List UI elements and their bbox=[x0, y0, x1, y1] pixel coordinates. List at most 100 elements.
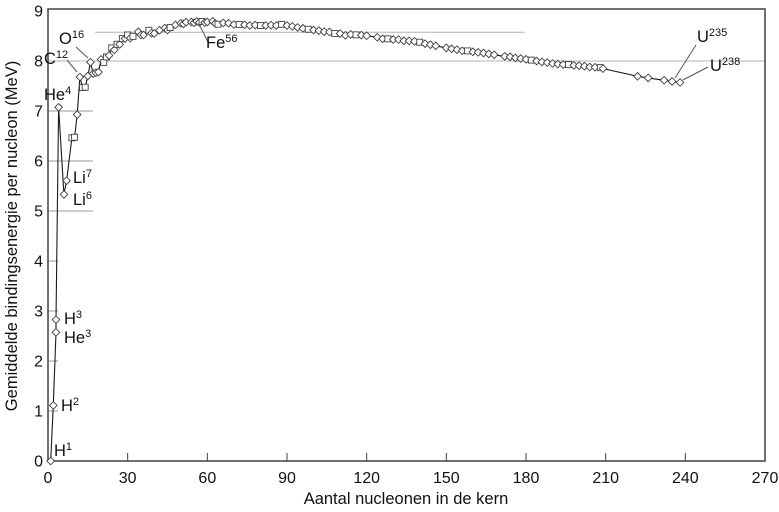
marker-layer bbox=[46, 16, 685, 466]
leader-line bbox=[75, 46, 89, 59]
data-point-diamond bbox=[59, 189, 69, 199]
data-point-square bbox=[166, 24, 174, 31]
data-point-diamond bbox=[510, 53, 520, 63]
y-tick-label: 7 bbox=[34, 104, 43, 121]
y-tick-label: 4 bbox=[34, 254, 43, 271]
data-point-diamond bbox=[51, 327, 61, 337]
data-point-diamond bbox=[516, 54, 526, 63]
data-point-diamond bbox=[372, 32, 382, 42]
data-point-diamond bbox=[104, 51, 114, 60]
y-tick-label: 6 bbox=[34, 154, 43, 171]
x-tick-label: 210 bbox=[592, 470, 619, 487]
data-point-diamond bbox=[431, 41, 441, 51]
data-point-diamond bbox=[54, 102, 64, 112]
x-tick-label: 120 bbox=[353, 470, 380, 487]
data-point-diamond bbox=[314, 26, 324, 36]
x-tick-label: 30 bbox=[119, 470, 137, 487]
isotope-label: O16 bbox=[59, 29, 84, 48]
plot-border bbox=[47, 8, 766, 462]
data-point-diamond bbox=[553, 59, 563, 69]
data-point-diamond bbox=[149, 29, 159, 38]
leader-line bbox=[198, 23, 209, 43]
data-point-diamond bbox=[643, 73, 653, 83]
data-point-diamond bbox=[48, 400, 58, 410]
x-tick-label: 150 bbox=[433, 470, 460, 487]
isotope-label: He4 bbox=[44, 85, 71, 104]
y-axis-title: Gemiddelde bindingsenergie per nucleon (… bbox=[3, 61, 21, 411]
x-tick-label: 0 bbox=[44, 470, 53, 487]
isotope-label: Li7 bbox=[73, 168, 92, 187]
y-tick-label: 9 bbox=[34, 4, 43, 21]
data-point-diamond bbox=[667, 77, 677, 86]
y-tick-label: 5 bbox=[34, 204, 43, 221]
x-tick-label: 180 bbox=[513, 470, 540, 487]
x-tick-label: 270 bbox=[752, 470, 779, 487]
isotope-label: U238 bbox=[710, 56, 740, 75]
data-point-diamond bbox=[473, 47, 483, 57]
data-point-diamond bbox=[404, 36, 414, 46]
data-point-diamond bbox=[537, 57, 547, 67]
isotope-label: H1 bbox=[54, 441, 72, 460]
data-point-diamond bbox=[115, 39, 125, 49]
data-point-diamond bbox=[224, 18, 234, 28]
x-tick-label: 60 bbox=[198, 470, 216, 487]
isotope-label: C12 bbox=[44, 49, 68, 68]
data-point-diamond bbox=[468, 47, 478, 57]
data-point-diamond bbox=[675, 78, 685, 87]
grid-layer bbox=[48, 31, 765, 412]
isotope-label: He3 bbox=[64, 328, 91, 347]
data-point-diamond bbox=[75, 72, 85, 82]
y-tick-label: 1 bbox=[34, 404, 43, 421]
isotope-label: U235 bbox=[697, 27, 727, 46]
data-point-diamond bbox=[240, 20, 249, 30]
data-point-diamond bbox=[479, 48, 488, 58]
data-point-diamond bbox=[309, 25, 318, 35]
data-point-diamond bbox=[452, 45, 462, 55]
data-point-diamond bbox=[293, 23, 303, 32]
isotope-label: H2 bbox=[61, 396, 79, 415]
data-point-diamond bbox=[46, 456, 56, 466]
axis-layer: 0 30 60 90 120 150 180 210 240 270 0 1 2 3 4 5 6 7 8 9 bbox=[34, 4, 778, 488]
data-point-diamond bbox=[109, 45, 119, 55]
leader-line bbox=[674, 44, 697, 79]
data-point-diamond bbox=[86, 57, 95, 67]
leader-line bbox=[682, 66, 709, 81]
data-point-diamond bbox=[500, 51, 510, 61]
y-tick-label: 0 bbox=[34, 454, 43, 471]
data-point-diamond bbox=[633, 71, 642, 81]
y-tick-label: 2 bbox=[34, 354, 43, 371]
isotope-label: Li6 bbox=[73, 190, 92, 209]
data-point-diamond bbox=[72, 110, 82, 120]
data-point-diamond bbox=[548, 59, 557, 68]
data-point-diamond bbox=[489, 50, 499, 60]
data-point-diamond bbox=[94, 67, 103, 77]
data-point-square bbox=[71, 133, 79, 141]
data-point-square bbox=[129, 32, 137, 40]
data-point-diamond bbox=[598, 64, 608, 74]
isotope-label: H3 bbox=[64, 309, 82, 328]
data-point-diamond bbox=[579, 61, 589, 71]
data-point-diamond bbox=[51, 315, 61, 325]
data-point-diamond bbox=[447, 44, 457, 54]
x-tick-label: 90 bbox=[278, 470, 296, 487]
y-tick-label: 3 bbox=[34, 304, 43, 321]
data-point-diamond bbox=[574, 61, 584, 71]
x-tick-label: 240 bbox=[672, 470, 699, 487]
leader-line bbox=[66, 59, 78, 73]
curve-line bbox=[50, 20, 681, 462]
curve-layer bbox=[50, 20, 681, 462]
x-axis-title: Aantal nucleonen in de kern bbox=[304, 490, 509, 508]
data-point-diamond bbox=[362, 31, 372, 41]
data-point-diamond bbox=[356, 30, 366, 40]
data-point-square bbox=[81, 83, 89, 91]
data-point-diamond bbox=[420, 39, 430, 49]
y-tick-label: 8 bbox=[34, 54, 43, 71]
data-point-diamond bbox=[282, 21, 292, 30]
data-point-diamond bbox=[505, 52, 515, 62]
isotope-label: Fe56 bbox=[206, 33, 238, 52]
data-point-diamond bbox=[659, 75, 669, 85]
data-point-diamond bbox=[62, 176, 72, 186]
